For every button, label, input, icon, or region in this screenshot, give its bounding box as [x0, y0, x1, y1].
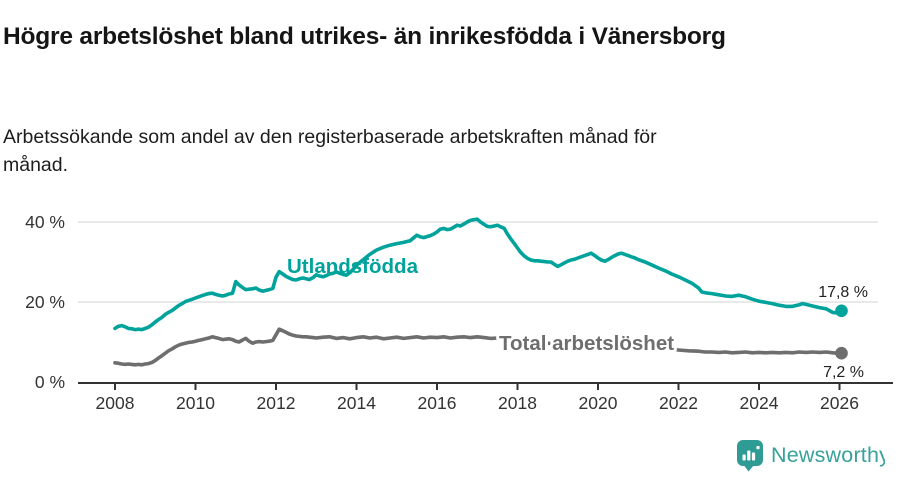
- x-tick-label: 2016: [418, 393, 457, 413]
- exclamation-dot-icon: [756, 446, 760, 450]
- page-title: Högre arbetslöshet bland utrikes- än inr…: [3, 23, 726, 51]
- plot-layer: 0 % 20 % 40 % 2008 2010 2012 2014 2016 2018 2020 2…: [25, 212, 893, 413]
- chart-subtitle: Arbetssökande som andel av den registerb…: [3, 125, 657, 176]
- x-tick-label: 2020: [579, 393, 618, 413]
- y-tick-label: 0 %: [35, 372, 65, 392]
- series-label-utlandsfodda: Utlandsfödda: [287, 255, 419, 278]
- newsworthy-logo-text: Newsworthy: [771, 443, 885, 467]
- series-end-dot-0: [835, 304, 848, 318]
- y-tick-label: 20 %: [25, 292, 65, 312]
- bar-icon-tall: [747, 450, 751, 461]
- x-tick-label: 2018: [498, 393, 537, 413]
- x-tick-label: 2024: [740, 393, 779, 413]
- series-end-dot-1: [835, 346, 848, 360]
- x-tick-label: 2026: [820, 393, 859, 413]
- x-tick-label: 2022: [659, 393, 698, 413]
- end-value-label-total: 7,2 %: [823, 364, 864, 381]
- x-tick-label: 2012: [257, 393, 296, 413]
- series-line-0: [113, 217, 844, 332]
- bar-icon-medium: [751, 452, 756, 461]
- y-tick-label: 40 %: [25, 212, 65, 232]
- series-label-total-arbetsloshet: Total arbetslöshet: [499, 332, 674, 355]
- series-line-1: [113, 327, 844, 367]
- bar-icon-small: [742, 454, 746, 461]
- x-tick-label: 2010: [176, 393, 215, 413]
- x-tick-label: 2014: [337, 393, 376, 413]
- newsworthy-logo-icon: [737, 440, 763, 472]
- x-tick-label: 2008: [96, 393, 135, 413]
- newsworthy-logo[interactable]: Newsworthy: [735, 438, 890, 472]
- end-value-label-utlandsfodda: 17,8 %: [818, 284, 868, 301]
